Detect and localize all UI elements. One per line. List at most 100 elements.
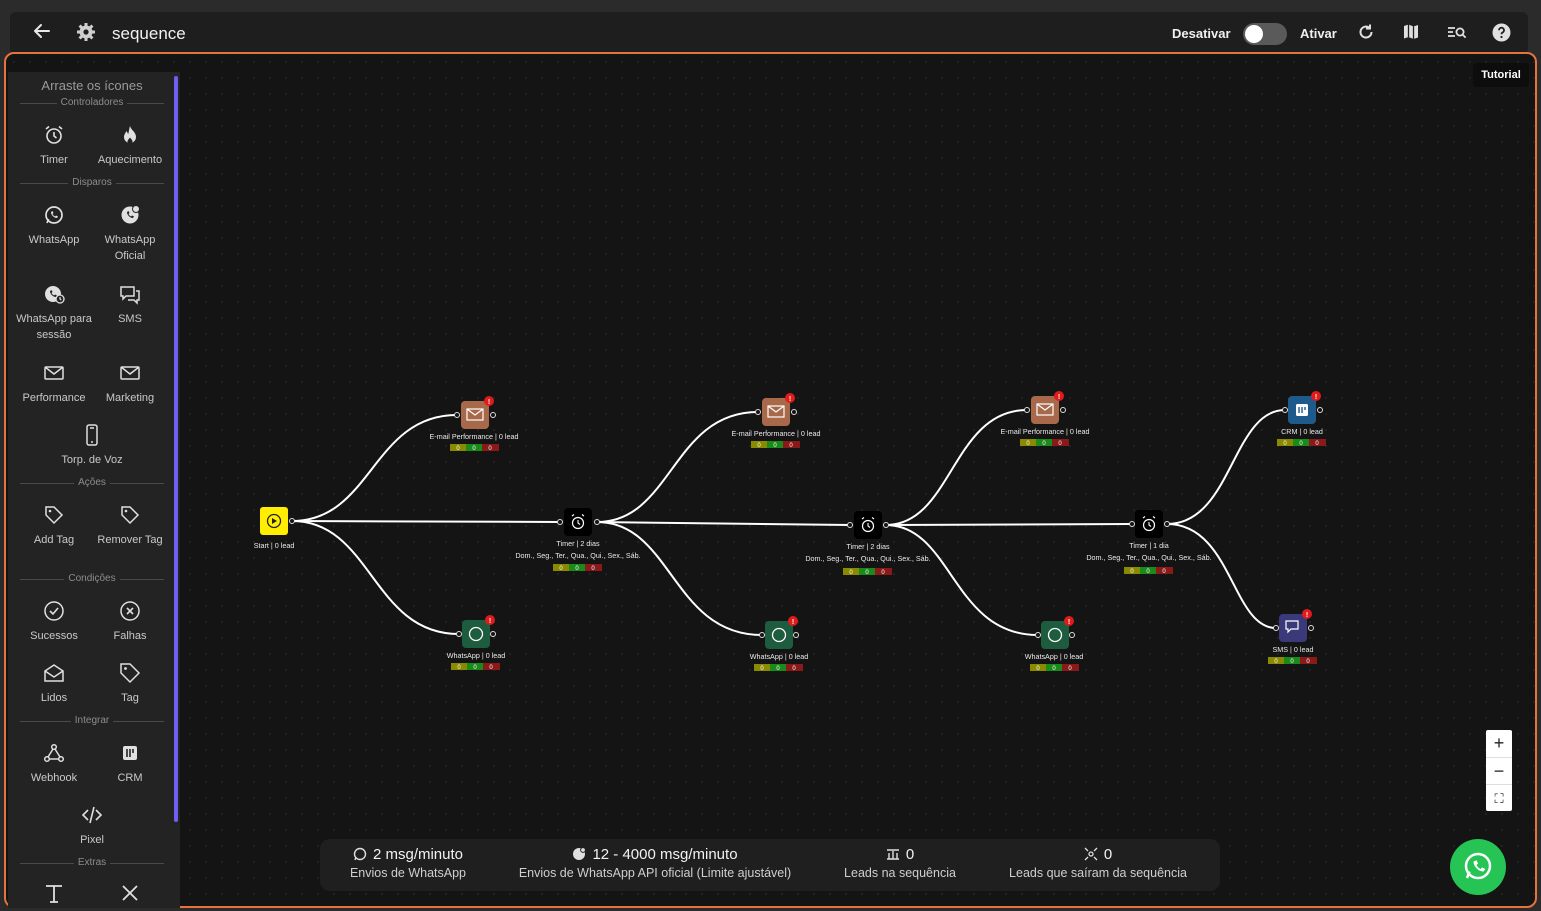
svg-text:0: 0 (789, 443, 793, 449)
deactivate-label: Desativar (1172, 26, 1231, 41)
svg-text:0: 0 (1026, 441, 1030, 447)
stat-leads-in-sequence: 0 Leads na sequência (844, 846, 956, 880)
svg-text:0: 0 (489, 665, 493, 671)
whatsapp-official-icon (121, 205, 140, 224)
tools-icon (122, 885, 138, 901)
svg-text:0: 0 (575, 566, 579, 572)
palette-item-performance[interactable]: Performance (16, 362, 92, 406)
palette-item-failures[interactable]: Falhas (92, 600, 168, 644)
whatsapp-chat-button[interactable] (1450, 839, 1506, 895)
svg-text:!: ! (789, 396, 791, 403)
open-mail-icon (44, 664, 64, 682)
svg-text:0: 0 (1299, 441, 1303, 447)
whatsapp-node-2-label: WhatsApp | 0 lead (750, 652, 809, 661)
palette-item-whatsapp[interactable]: WhatsApp (16, 204, 92, 248)
sms-node: ! SMS | 0 lead 0 0 0 (1268, 609, 1317, 665)
palette-item-crm[interactable]: CRM (92, 742, 168, 786)
crm-node: ! CRM | 0 lead 0 0 0 (1277, 391, 1326, 447)
palette-item-voice[interactable]: Torp. de Voz (54, 424, 130, 468)
svg-text:0: 0 (865, 570, 869, 576)
zoom-controls: + − ⛶ (1486, 730, 1512, 811)
svg-text:!: ! (1058, 394, 1060, 401)
svg-text:0: 0 (792, 666, 796, 672)
whatsapp-icon (353, 847, 367, 861)
back-arrow-icon[interactable] (32, 21, 52, 41)
svg-text:!: ! (792, 619, 794, 626)
svg-text:!: ! (489, 618, 491, 625)
timer-node-3-label: Timer | 1 dia (1129, 541, 1169, 550)
timer-node-3: Timer | 1 dia Dom., Seg., Ter., Qua., Qu… (1086, 510, 1212, 575)
palette-item-tag[interactable]: Tag (92, 662, 168, 706)
email-node-1: ! E-mail Performance | 0 lead 0 0 0 (430, 396, 518, 452)
palette-item-add-tag[interactable]: Add Tag (16, 504, 92, 548)
flow-canvas[interactable]: Start | 0 lead ! E-mail Performance | 0 … (4, 52, 1537, 908)
svg-text:0: 0 (881, 570, 885, 576)
palette-item-sms[interactable]: SMS (92, 283, 168, 327)
gear-icon[interactable] (76, 22, 98, 44)
whatsapp-node-2: ! WhatsApp | 0 lead 0 0 0 (750, 616, 809, 672)
sms-chat-icon (120, 286, 140, 305)
map-icon[interactable] (1402, 23, 1422, 43)
toggle-knob (1245, 25, 1263, 43)
palette-item-webhook[interactable]: Webhook (16, 742, 92, 786)
tutorial-tooltip: Tutorial (1473, 63, 1529, 87)
zoom-out-button[interactable]: − (1486, 757, 1512, 784)
palette-item-timer[interactable]: Timer (16, 124, 92, 168)
whatsapp-icon (45, 206, 63, 224)
palette-item-pixel[interactable]: Pixel (54, 804, 130, 848)
search-list-icon[interactable] (1447, 23, 1467, 43)
tag-add-icon (45, 506, 64, 525)
refresh-icon[interactable] (1357, 23, 1377, 43)
users-icon (886, 849, 899, 860)
start-node: Start | 0 lead (254, 507, 295, 550)
palette-item-marketing[interactable]: Marketing (92, 362, 168, 406)
whatsapp-node-3: ! WhatsApp | 0 lead 0 0 0 (1025, 616, 1083, 672)
svg-text:0: 0 (760, 666, 764, 672)
palette-item-whatsapp-session[interactable]: WhatsApp para sessão (16, 283, 92, 343)
section-controllers: Controladores (20, 97, 164, 109)
crm-node-label: CRM | 0 lead (1281, 427, 1323, 436)
svg-text:0: 0 (757, 443, 761, 449)
timer-node-2-days: Dom., Seg., Ter., Qua., Qui., Sex., Sáb. (805, 554, 930, 563)
tag-icon (120, 663, 141, 684)
email-node-2-label: E-mail Performance | 0 lead (732, 429, 821, 438)
svg-text:0: 0 (1306, 659, 1310, 665)
palette-item-tools[interactable] (92, 882, 168, 908)
email-node-3-label: E-mail Performance | 0 lead (1001, 427, 1090, 436)
timer-node-1: Timer | 2 dias Dom., Seg., Ter., Qua., Q… (515, 508, 641, 572)
palette-item-warmup[interactable]: Aquecimento (92, 124, 168, 168)
palette-item-remove-tag[interactable]: Remover Tag (92, 504, 168, 548)
zoom-in-button[interactable]: + (1493, 733, 1505, 753)
timer-node-3-days: Dom., Seg., Ter., Qua., Qui., Sex., Sáb. (1086, 553, 1211, 562)
fit-view-button[interactable]: ⛶ (1486, 784, 1512, 811)
palette-item-success[interactable]: Sucessos (16, 600, 92, 644)
page-title: sequence (112, 24, 186, 43)
whatsapp-node-1: ! WhatsApp | 0 lead 0 0 0 (447, 615, 505, 671)
whatsapp-icon (1464, 852, 1492, 880)
timer-node-2: Timer | 2 dias Dom., Seg., Ter., Qua., Q… (805, 511, 931, 576)
svg-text:0: 0 (457, 665, 461, 671)
palette-item-whatsapp-official[interactable]: WhatsApp Oficial (92, 204, 168, 264)
email-node-3: ! E-mail Performance | 0 lead 0 0 0 (1001, 391, 1090, 447)
crm-board-icon (123, 746, 137, 760)
svg-text:!: ! (1315, 394, 1317, 401)
whatsapp-official-icon (573, 847, 587, 860)
palette-heading: Arraste os ícones (41, 78, 143, 93)
activate-label: Ativar (1300, 26, 1337, 41)
svg-text:0: 0 (1058, 441, 1062, 447)
help-icon[interactable] (1492, 23, 1512, 43)
active-toggle[interactable] (1243, 23, 1287, 45)
users-exit-icon (1084, 847, 1098, 861)
palette-item-read[interactable]: Lidos (16, 662, 92, 706)
alarm-clock-icon (45, 125, 63, 144)
x-circle-icon (120, 601, 140, 621)
palette-item-text[interactable] (16, 882, 92, 908)
svg-text:0: 0 (473, 665, 477, 671)
svg-text:0: 0 (1036, 666, 1040, 672)
code-icon (81, 806, 103, 824)
section-extras: Extras (20, 857, 164, 869)
section-actions: Ações (20, 477, 164, 489)
webhook-icon (43, 743, 65, 763)
palette-scrollbar[interactable] (174, 76, 178, 822)
svg-text:0: 0 (1130, 569, 1134, 575)
